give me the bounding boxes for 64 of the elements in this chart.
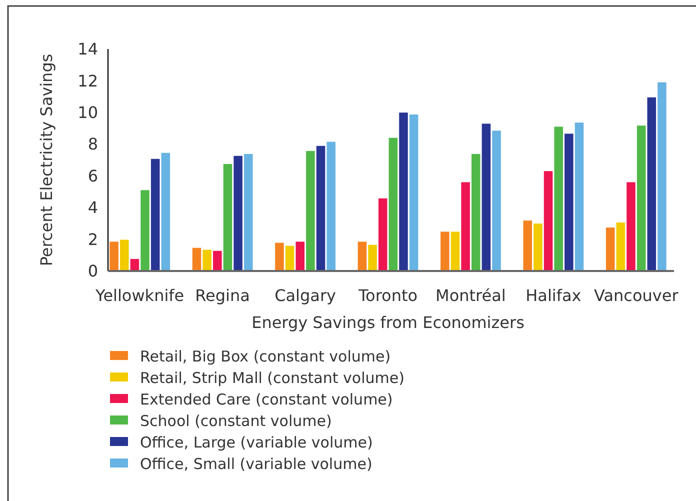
bar <box>647 97 656 271</box>
y-tick-label: 10 <box>78 103 98 122</box>
bar <box>223 164 232 271</box>
bar <box>544 171 553 271</box>
x-tick-label: Yellowknife <box>94 286 184 305</box>
bar <box>202 250 212 271</box>
y-tick-label: 8 <box>88 134 98 154</box>
bar <box>285 246 294 271</box>
bar <box>399 112 408 271</box>
bar <box>316 146 326 271</box>
bar <box>564 134 574 271</box>
bar <box>120 240 129 271</box>
y-tick-label: 2 <box>88 230 98 249</box>
bar <box>234 156 242 271</box>
bar <box>482 124 491 271</box>
bar <box>450 232 460 271</box>
legend-label: Extended Care (constant volume) <box>140 390 393 408</box>
bar <box>658 82 666 271</box>
bar <box>358 242 367 271</box>
legend-label: Retail, Strip Mall (constant volume) <box>140 368 404 387</box>
bar <box>161 152 170 271</box>
bar <box>409 114 418 271</box>
bar <box>554 126 563 271</box>
bar <box>368 244 377 271</box>
y-tick-label: 6 <box>88 166 98 186</box>
bar <box>492 130 501 271</box>
bar <box>192 248 202 271</box>
bar <box>150 158 160 271</box>
bar <box>213 250 222 271</box>
bar <box>626 182 636 271</box>
bar <box>534 224 542 271</box>
bar <box>471 154 480 271</box>
bar <box>616 222 626 271</box>
x-tick-label: Vancouver <box>594 286 679 305</box>
legend-label: Office, Small (variable volume) <box>140 454 372 473</box>
bar <box>523 220 532 271</box>
bar <box>296 242 305 271</box>
y-tick-label: 12 <box>78 71 98 90</box>
legend-label: Office, Large (variable volume) <box>140 433 373 452</box>
bar <box>110 242 118 271</box>
x-tick-label: Regina <box>195 286 250 305</box>
bar <box>244 154 253 271</box>
bar <box>574 122 584 271</box>
bar <box>306 150 315 271</box>
legend-label: School (constant volume) <box>140 412 332 430</box>
x-tick-label: Calgary <box>274 286 336 305</box>
bar <box>378 198 388 271</box>
y-tick-label: 4 <box>88 198 98 218</box>
bar <box>606 228 615 271</box>
bar <box>388 138 398 271</box>
bar <box>275 242 284 271</box>
bar <box>326 142 336 271</box>
bar <box>636 126 646 271</box>
bar <box>140 190 150 271</box>
y-axis-title: Percent Electricity Savings <box>37 54 56 266</box>
bar <box>461 182 470 271</box>
x-tick-label: Halifax <box>526 286 582 305</box>
x-tick-label: Toronto <box>357 286 418 305</box>
y-tick-label: 14 <box>78 40 98 59</box>
y-tick-label: 0 <box>88 262 98 281</box>
x-tick-label: Montréal <box>436 286 506 305</box>
legend-label: Retail, Big Box (constant volume) <box>140 347 391 366</box>
x-axis-title: Energy Savings from Economizers <box>252 313 524 332</box>
bar <box>440 232 450 271</box>
